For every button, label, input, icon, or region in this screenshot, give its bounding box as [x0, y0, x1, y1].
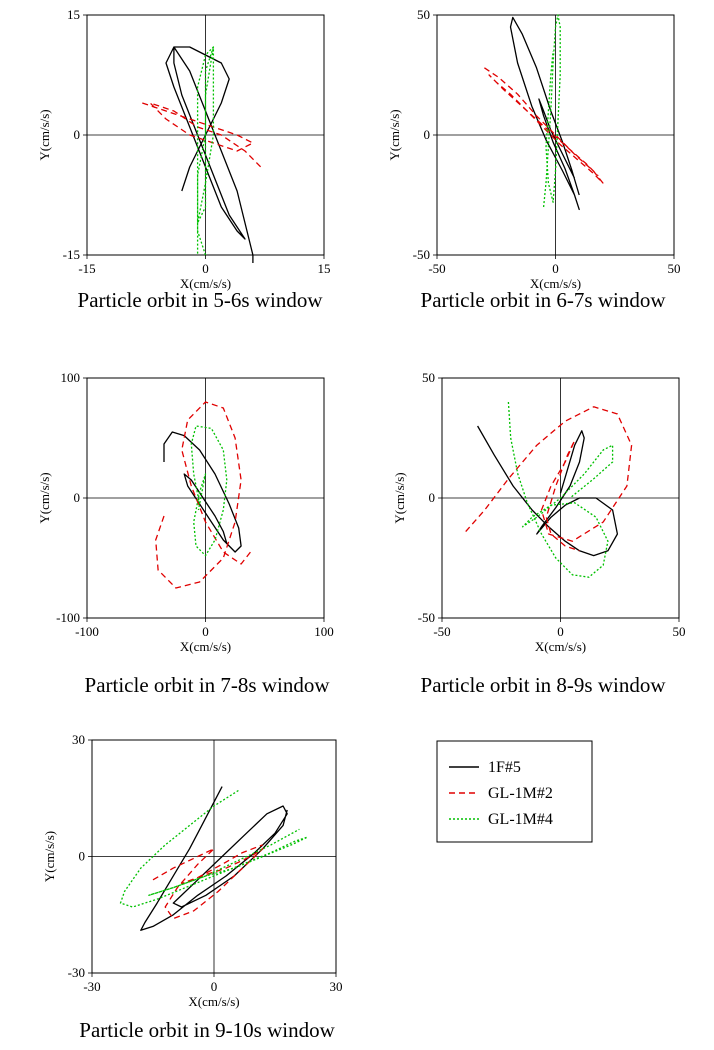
x-axis-label: X(cm/s/s) — [530, 276, 581, 291]
panel-caption: Particle orbit in 9-10s window — [79, 1018, 335, 1042]
series-line-1f-5 — [477, 425, 619, 557]
panel-caption: Particle orbit in 7-8s window — [85, 673, 331, 697]
panel-caption: Particle orbit in 5-6s window — [78, 288, 324, 312]
series-line-gl-1m-4 — [190, 425, 228, 557]
x-tick-label: 50 — [673, 624, 686, 639]
x-tick-label: -50 — [433, 624, 450, 639]
x-axis-label: X(cm/s/s) — [535, 639, 586, 654]
x-tick-label: 0 — [202, 624, 209, 639]
series-line-gl-1m-2 — [484, 67, 604, 184]
y-axis-label: Y(cm/s/s) — [387, 109, 402, 160]
chart-panel-4: -50 0 50 -50 0 50 X(cm/s/s) Y(cm/s/s) — [392, 370, 686, 654]
series-line-gl-1m-2 — [465, 406, 633, 552]
series-line-gl-1m-4 — [542, 14, 561, 208]
x-tick-label: 30 — [330, 979, 343, 994]
x-tick-label: 100 — [314, 624, 334, 639]
x-tick-label: -30 — [83, 979, 100, 994]
legend: 1F#5 GL-1M#2 GL-1M#4 — [436, 740, 593, 843]
x-axis-label: X(cm/s/s) — [180, 639, 231, 654]
chart-panel-1: -15 0 15 -15 0 15 X(cm/s/s) Y(cm/s/s) — [37, 7, 331, 291]
y-tick-label: 50 — [417, 7, 430, 22]
series-line-1f-5 — [163, 431, 242, 553]
series-line-gl-1m-2 — [155, 401, 252, 589]
x-tick-label: -50 — [428, 261, 445, 276]
y-tick-label: 30 — [72, 732, 85, 747]
x-tick-label: -15 — [78, 261, 95, 276]
y-axis-label: Y(cm/s/s) — [37, 472, 52, 523]
y-tick-label: 100 — [61, 370, 81, 385]
y-axis-label: Y(cm/s/s) — [42, 831, 57, 882]
y-axis-label: Y(cm/s/s) — [37, 109, 52, 160]
y-tick-label: -30 — [68, 965, 85, 980]
panel-caption: Particle orbit in 8-9s window — [421, 673, 667, 697]
series-line-gl-1m-4 — [507, 401, 614, 578]
x-tick-label: 0 — [202, 261, 209, 276]
legend-label: GL-1M#2 — [488, 785, 553, 802]
y-tick-label: 0 — [429, 490, 436, 505]
y-tick-label: 0 — [74, 127, 81, 142]
legend-box — [436, 740, 593, 843]
x-tick-label: 0 — [552, 261, 559, 276]
series-line-1f-5 — [140, 786, 288, 931]
chart-panel-5: -30 0 30 -30 0 30 X(cm/s/s) Y(cm/s/s) — [42, 732, 343, 1009]
legend-label: 1F#5 — [488, 759, 521, 776]
legend-label: GL-1M#4 — [488, 811, 553, 828]
x-tick-label: 15 — [318, 261, 331, 276]
y-tick-label: -50 — [413, 247, 430, 262]
y-tick-label: 50 — [422, 370, 435, 385]
x-axis-label: X(cm/s/s) — [188, 994, 239, 1009]
chart-panel-2: -50 0 50 -50 0 50 X(cm/s/s) Y(cm/s/s) — [387, 7, 681, 291]
series-line-gl-1m-4 — [196, 46, 215, 256]
x-tick-label: -100 — [75, 624, 99, 639]
series-line-1f-5 — [509, 16, 580, 211]
series-line-gl-1m-4 — [119, 789, 309, 908]
y-tick-label: 15 — [67, 7, 80, 22]
y-tick-label: -100 — [56, 610, 80, 625]
y-tick-label: 0 — [74, 490, 81, 505]
x-tick-label: 50 — [668, 261, 681, 276]
x-tick-label: 0 — [557, 624, 564, 639]
series-line-gl-1m-2 — [142, 102, 262, 168]
x-tick-label: 0 — [211, 979, 218, 994]
y-tick-label: 0 — [79, 849, 86, 864]
y-tick-label: -15 — [63, 247, 80, 262]
y-tick-label: 0 — [424, 127, 431, 142]
y-axis-label: Y(cm/s/s) — [392, 472, 407, 523]
panel-caption: Particle orbit in 6-7s window — [421, 288, 667, 312]
y-tick-label: -50 — [418, 610, 435, 625]
x-axis-label: X(cm/s/s) — [180, 276, 231, 291]
chart-panel-3: -100 0 100 -100 0 100 X(cm/s/s) Y(cm/s/s) — [37, 370, 334, 654]
series-line-1f-5 — [165, 46, 254, 263]
